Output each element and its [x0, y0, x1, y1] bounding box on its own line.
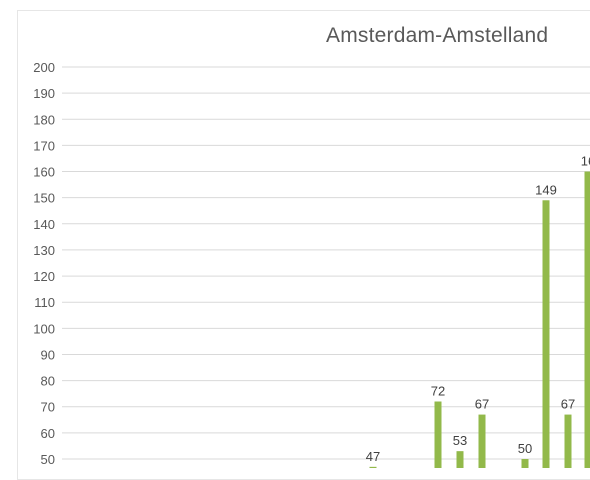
y-tick-label: 80 [41, 374, 55, 389]
y-tick-label: 60 [41, 426, 55, 441]
y-tick-label: 170 [33, 138, 55, 153]
data-label: 67 [561, 397, 575, 412]
bar [479, 415, 486, 468]
y-tick-label: 110 [34, 295, 55, 310]
chart-plot: 50 60 70 80 90 100 110 120 130 140 150 160 170 180 190… [0, 0, 590, 468]
data-label: 50 [518, 441, 532, 456]
data-label: 67 [475, 397, 489, 412]
y-tick-label: 150 [33, 191, 55, 206]
data-label: 149 [535, 182, 557, 197]
y-tick-label: 190 [33, 86, 55, 101]
y-tick-label: 130 [33, 243, 55, 258]
bar [522, 459, 529, 468]
y-tick-label: 180 [33, 112, 55, 127]
y-tick-label: 50 [41, 452, 55, 467]
data-label: 72 [431, 384, 445, 399]
y-tick-label: 120 [33, 269, 55, 284]
y-tick-label: 90 [41, 347, 55, 362]
y-tick-label: 100 [33, 321, 55, 336]
data-label: 47 [366, 449, 380, 464]
bar [585, 172, 590, 468]
chart-area: 50 60 70 80 90 100 110 120 130 140 150 160 170 180 190… [0, 0, 590, 468]
data-label: 53 [453, 433, 467, 448]
data-label: 16 [581, 154, 590, 169]
bar [565, 415, 572, 468]
bar [435, 402, 442, 468]
y-tick-label: 160 [33, 165, 55, 180]
bar [457, 451, 464, 468]
bar [543, 200, 550, 468]
y-tick-label: 70 [41, 400, 55, 415]
y-tick-label: 140 [33, 217, 55, 232]
y-tick-label: 200 [33, 60, 55, 75]
chart-title: Amsterdam-Amstelland [326, 24, 548, 48]
